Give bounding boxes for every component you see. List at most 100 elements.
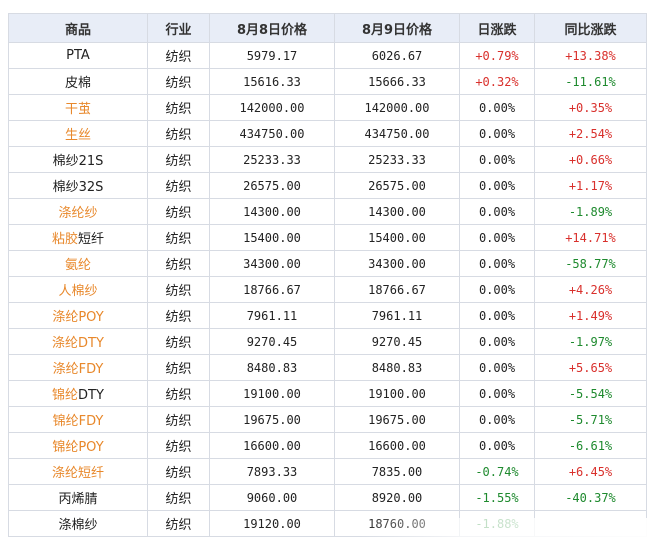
price-aug8-cell: 18766.67 [209,276,335,303]
commodity-name-link[interactable]: 锦纶 [52,388,79,403]
yoy-change-cell: +13.38% [534,42,647,69]
yoy-change-cell [534,510,647,537]
commodity-name-cell[interactable]: 涤纶短纤 [8,458,148,485]
price-aug8-cell: 26575.00 [209,172,335,199]
header-price-aug8[interactable]: 8月8日价格 [209,13,335,43]
commodity-name-cell: 锦纶DTY [8,380,148,407]
commodity-name-cell[interactable]: 锦纶POY [8,432,148,459]
price-aug9-cell: 7961.11 [334,302,460,329]
yoy-change-cell: +2.54% [534,120,647,147]
commodity-name-link[interactable]: 人棉纱 [58,284,98,299]
yoy-change-cell: +0.66% [534,146,647,173]
commodity-name-link[interactable]: 涤纶POY [52,310,104,325]
yoy-change-cell: -58.77% [534,250,647,277]
header-row: 商品 行业 8月8日价格 8月9日价格 日涨跌 同比涨跌 [8,13,647,43]
price-aug9-cell: 34300.00 [334,250,460,277]
industry-cell: 纺织 [147,276,210,303]
table-row: 涤纶纱 纺织 14300.00 14300.00 0.00% -1.89% [8,198,647,225]
commodity-name-cell[interactable]: 涤纶FDY [8,354,148,381]
commodity-name-link[interactable]: 涤纶纱 [58,206,98,221]
industry-cell: 纺织 [147,432,210,459]
header-industry[interactable]: 行业 [147,13,210,43]
price-aug8-cell: 9060.00 [209,484,335,511]
table-row: 干茧 纺织 142000.00 142000.00 0.00% +0.35% [8,94,647,121]
industry-cell: 纺织 [147,146,210,173]
commodity-name-cell[interactable]: 生丝 [8,120,148,147]
table-row: 生丝 纺织 434750.00 434750.00 0.00% +2.54% [8,120,647,147]
commodity-name: 皮棉 [64,76,91,91]
commodity-name-link[interactable]: 粘胶 [51,232,78,247]
commodity-name-cell[interactable]: 涤纶POY [8,302,148,329]
price-table-container: 商品 行业 8月8日价格 8月9日价格 日涨跌 同比涨跌 PTA 纺织 5979.1… [8,13,647,537]
commodity-name-cell[interactable]: 干茧 [8,94,148,121]
commodity-name-link[interactable]: 涤纶FDY [52,362,104,377]
price-aug8-cell: 8480.83 [209,354,335,381]
header-commodity[interactable]: 商品 [8,13,148,43]
daily-change-cell: 0.00% [459,146,535,173]
price-aug8-cell: 16600.00 [209,432,335,459]
commodity-name-suffix: DTY [78,388,104,403]
price-aug8-cell: 434750.00 [209,120,335,147]
yoy-change-cell: +5.65% [534,354,647,381]
table-row: 锦纶FDY 纺织 19675.00 19675.00 0.00% -5.71% [8,406,647,433]
industry-cell: 纺织 [147,172,210,199]
yoy-change-cell: -1.97% [534,328,647,355]
header-yoy-change[interactable]: 同比涨跌 [534,13,647,43]
price-aug8-cell: 7961.11 [209,302,335,329]
industry-cell: 纺织 [147,354,210,381]
commodity-name-link[interactable]: 涤纶短纤 [51,466,104,481]
daily-change-cell: +0.79% [459,42,535,69]
yoy-change-cell: -5.71% [534,406,647,433]
daily-change-cell: 0.00% [459,198,535,225]
daily-change-cell: 0.00% [459,302,535,329]
table-row: 涤纶POY 纺织 7961.11 7961.11 0.00% +1.49% [8,302,647,329]
yoy-change-cell: +4.26% [534,276,647,303]
table-row: 锦纶POY 纺织 16600.00 16600.00 0.00% -6.61% [8,432,647,459]
price-aug8-cell: 5979.17 [209,42,335,69]
commodity-name-cell[interactable]: 氨纶 [8,250,148,277]
commodity-name-cell: 皮棉 [8,68,148,95]
industry-cell: 纺织 [147,406,210,433]
industry-cell: 纺织 [147,68,210,95]
commodity-name-cell[interactable]: 人棉纱 [8,276,148,303]
daily-change-cell: 0.00% [459,406,535,433]
commodity-name-cell[interactable]: 锦纶FDY [8,406,148,433]
price-aug9-cell: 18766.67 [334,276,460,303]
table-row: 锦纶DTY 纺织 19100.00 19100.00 0.00% -5.54% [8,380,647,407]
commodity-name-link[interactable]: 干茧 [64,102,91,117]
price-aug8-cell: 19120.00 [209,510,335,537]
table-row: 丙烯腈 纺织 9060.00 8920.00 -1.55% -40.37% [8,484,647,511]
daily-change-cell: 0.00% [459,224,535,251]
price-aug9-cell: 19675.00 [334,406,460,433]
daily-change-cell: -1.55% [459,484,535,511]
commodity-name-cell: PTA [8,42,148,69]
industry-cell: 纺织 [147,328,210,355]
commodity-name-link[interactable]: 涤纶DTY [52,336,104,351]
daily-change-cell: 0.00% [459,354,535,381]
commodity-name-link[interactable]: 锦纶FDY [52,414,104,429]
commodity-name-cell: 棉纱32S [8,172,148,199]
commodity-name-link[interactable]: 氨纶 [64,258,91,273]
price-aug9-cell: 26575.00 [334,172,460,199]
industry-cell: 纺织 [147,120,210,147]
daily-change-cell: 0.00% [459,94,535,121]
commodity-name-link[interactable]: 生丝 [64,128,91,143]
table-row: 人棉纱 纺织 18766.67 18766.67 0.00% +4.26% [8,276,647,303]
commodity-name-link[interactable]: 锦纶POY [52,440,104,455]
commodity-name-cell[interactable]: 涤纶DTY [8,328,148,355]
header-price-aug9[interactable]: 8月9日价格 [334,13,460,43]
table-row: PTA 纺织 5979.17 6026.67 +0.79% +13.38% [8,42,647,69]
commodity-name: 棉纱21S [52,154,104,169]
yoy-change-cell: -5.54% [534,380,647,407]
table-row: 粘胶短纤 纺织 15400.00 15400.00 0.00% +14.71% [8,224,647,251]
price-aug8-cell: 25233.33 [209,146,335,173]
header-daily-change[interactable]: 日涨跌 [459,13,535,43]
price-aug8-cell: 15400.00 [209,224,335,251]
daily-change-cell: -1.88% [459,510,535,537]
industry-cell: 纺织 [147,42,210,69]
price-aug9-cell: 15400.00 [334,224,460,251]
industry-cell: 纺织 [147,198,210,225]
price-aug9-cell: 19100.00 [334,380,460,407]
industry-cell: 纺织 [147,224,210,251]
commodity-name-cell[interactable]: 涤纶纱 [8,198,148,225]
